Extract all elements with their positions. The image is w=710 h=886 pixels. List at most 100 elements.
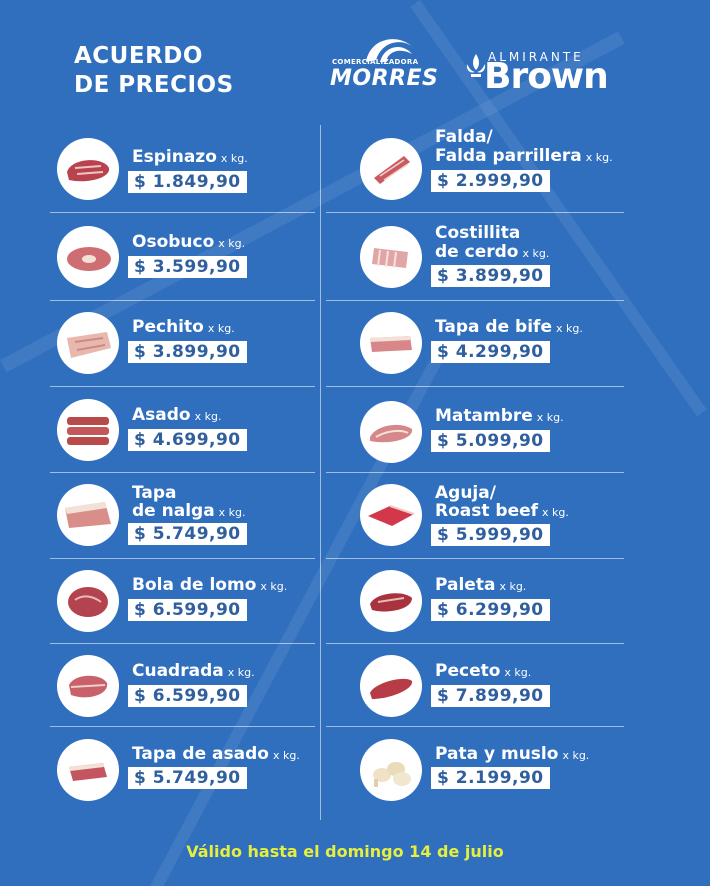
meat-icon — [368, 505, 415, 526]
meat-icon — [67, 247, 111, 271]
meat-icon — [69, 763, 107, 781]
unit-label: x kg. — [218, 237, 246, 250]
unit-label: x kg. — [260, 580, 288, 593]
product-name: Pata y muslo — [435, 744, 559, 764]
price-tag: $ 6.599,90 — [128, 599, 247, 621]
price-tag: $ 3.599,90 — [128, 256, 247, 278]
unit-label: x kg. — [562, 749, 590, 762]
price-tag: $ 4.299,90 — [431, 341, 550, 363]
product-photo — [57, 484, 119, 546]
product-name: Tapa de asado — [132, 744, 269, 764]
product-photo — [360, 484, 422, 546]
meat-icon — [69, 675, 108, 698]
unit-label: x kg. — [536, 411, 564, 424]
unit-label: x kg. — [272, 749, 300, 762]
row-divider — [326, 212, 624, 213]
price-tag: $ 4.699,90 — [128, 429, 247, 451]
meat-icon — [370, 424, 413, 443]
product-name-line-1: Aguja/ — [435, 483, 496, 503]
title-line-2: DE PRECIOS — [74, 72, 234, 98]
meat-icon — [372, 248, 408, 269]
meat-icon — [67, 332, 111, 358]
product-photo — [57, 312, 119, 374]
product-name-line-2: Roast beef — [435, 501, 539, 521]
row-divider — [326, 300, 624, 301]
unit-label: x kg. — [504, 666, 532, 679]
price-tag: $ 3.899,90 — [431, 265, 550, 287]
row-divider — [50, 726, 315, 727]
price-tag: $ 5.099,90 — [431, 430, 550, 452]
row-divider — [326, 558, 624, 559]
product-photo — [57, 399, 119, 461]
price-tag: $ 5.749,90 — [128, 767, 247, 789]
row-divider — [326, 643, 624, 644]
unit-label: x kg. — [542, 506, 569, 519]
row-divider — [326, 472, 624, 473]
product-photo — [57, 655, 119, 717]
price-tag: $ 5.749,90 — [128, 523, 247, 545]
product-photo — [360, 739, 422, 801]
price-tag: $ 5.999,90 — [431, 524, 550, 546]
fleur-de-lis-icon — [466, 54, 486, 77]
product-photo — [360, 401, 422, 463]
row-divider — [50, 472, 315, 473]
product-photo — [57, 138, 119, 200]
product-photo — [57, 226, 119, 288]
product-photo — [57, 570, 119, 632]
row-divider — [326, 726, 624, 727]
column-divider — [320, 125, 321, 820]
unit-label: x kg. — [207, 322, 235, 335]
meat-icon — [67, 160, 110, 182]
product-name-line-2: Falda parrillera — [435, 146, 582, 166]
row-divider — [50, 386, 315, 387]
unit-label: x kg. — [555, 322, 583, 335]
product-name: Bola de lomo — [132, 575, 257, 595]
morres-logo-big: MORRES — [330, 66, 439, 91]
unit-label: x kg. — [522, 247, 550, 260]
product-photo — [360, 226, 422, 288]
price-tag: $ 2.199,90 — [431, 767, 550, 789]
price-tag: $ 6.599,90 — [128, 685, 247, 707]
row-divider — [50, 212, 315, 213]
meat-icon — [67, 417, 109, 445]
product-name: Paleta — [435, 575, 496, 595]
brown-logo-small: ALMIRANTE — [488, 50, 584, 64]
price-tag: $ 6.299,90 — [431, 599, 550, 621]
almirante-brown-logo: ALMIRANTE Brown — [464, 44, 614, 104]
title-line-1: ACUERDO — [74, 43, 203, 69]
price-tag: $ 7.899,90 — [431, 685, 550, 707]
price-tag: $ 3.899,90 — [128, 341, 247, 363]
unit-label: x kg. — [194, 410, 222, 423]
meat-icon — [370, 593, 412, 612]
price-tag: $ 2.999,90 — [431, 170, 550, 192]
meat-icon — [65, 502, 111, 528]
meat-icon — [370, 678, 413, 699]
product-name-line-2: de nalga — [132, 501, 215, 521]
product-name-line-2: de cerdo — [435, 242, 519, 262]
row-divider — [50, 643, 315, 644]
unit-label: x kg. — [499, 580, 527, 593]
product-name: Pechito — [132, 317, 204, 337]
product-photo — [360, 655, 422, 717]
product-name: Espinazo — [132, 147, 217, 167]
unit-label: x kg. — [227, 666, 255, 679]
meat-icon — [370, 336, 412, 352]
product-name: Tapa de bife — [435, 317, 552, 337]
brown-logo-big: Brown — [484, 56, 609, 97]
product-name: Peceto — [435, 661, 501, 681]
chicken-icon — [373, 762, 411, 787]
product-photo — [57, 739, 119, 801]
product-name: Osobuco — [132, 232, 215, 252]
product-name-line-1: Falda/ — [435, 127, 493, 147]
product-name: Cuadrada — [132, 661, 224, 681]
row-divider — [50, 300, 315, 301]
product-name-line-1: Costillita — [435, 223, 521, 243]
unit-label: x kg. — [585, 151, 613, 164]
product-photo — [360, 312, 422, 374]
validity-note: Válido hasta el domingo 14 de julio — [186, 842, 504, 861]
product-name: Matambre — [435, 406, 533, 426]
page-title: ACUERDO DE PRECIOS — [74, 42, 234, 100]
meat-icon — [68, 587, 108, 617]
unit-label: x kg. — [220, 152, 248, 165]
row-divider — [50, 558, 315, 559]
